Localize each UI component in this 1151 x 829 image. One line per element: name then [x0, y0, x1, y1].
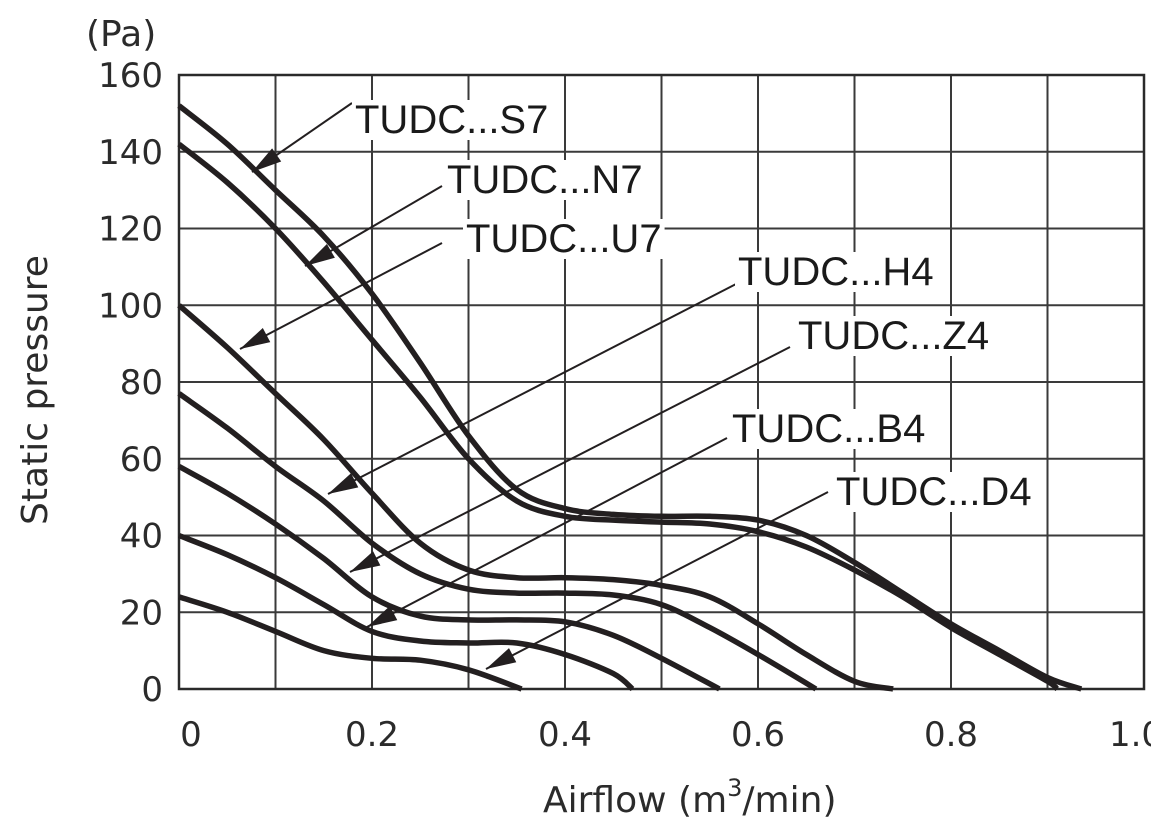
x-tick-label: 0.8	[924, 715, 978, 755]
curve-tudc-h4	[177, 391, 818, 692]
y-tick-label: 120	[98, 210, 163, 250]
leader-arrowhead	[240, 328, 271, 349]
series-label-background	[729, 409, 929, 449]
x-axis-label-end: /min)	[742, 780, 836, 821]
curve-tudc-u7	[177, 303, 894, 692]
y-tick-label: 20	[120, 593, 163, 633]
curve-tudc-s7	[177, 103, 1083, 692]
series-label-background	[735, 252, 937, 292]
leader-arrowhead	[367, 606, 398, 627]
leader-line	[327, 282, 739, 495]
curve-tudc-n7	[177, 141, 1060, 692]
series-label-background	[444, 160, 646, 200]
series-label-tudc-s7: TUDC...S7	[355, 98, 548, 142]
curves	[177, 103, 1083, 692]
x-axis-label-main: Airflow (m	[543, 780, 727, 821]
x-tick-label: 1.0	[1109, 715, 1151, 755]
grid	[177, 73, 1146, 691]
y-tick-label: 140	[98, 133, 163, 173]
y-tick-label: 40	[120, 517, 163, 557]
x-axis-label-sup: 3	[727, 774, 742, 802]
series-label-tudc-d4: TUDC...D4	[836, 470, 1032, 514]
y-tick-label: 80	[120, 363, 163, 403]
y-tick-label: 0	[141, 670, 163, 710]
curve-tudc-z4	[177, 464, 721, 692]
series-labels: TUDC...S7 TUDC...N7 TUDC...U7 TUDC...H4 TUDC…	[239, 98, 1035, 670]
leader-arrowhead	[305, 244, 335, 266]
series-label-background	[352, 100, 552, 140]
leader-arrowhead	[252, 148, 282, 172]
series-label-background	[833, 472, 1035, 512]
y-tick-label: 160	[98, 56, 163, 96]
x-tick-label: 0	[180, 715, 202, 755]
x-tick-label: 0.2	[345, 715, 399, 755]
unit-label: (Pa)	[86, 14, 156, 55]
leader-arrowhead	[328, 473, 359, 494]
x-tick-label: 0.4	[538, 715, 592, 755]
series-label-tudc-n7: TUDC...N7	[447, 158, 643, 202]
plot-frame	[177, 73, 1146, 691]
leader-line	[239, 242, 443, 350]
leader-line	[485, 491, 829, 670]
y-tick-label: 100	[98, 286, 163, 326]
leader-line	[366, 437, 728, 628]
series-label-background	[463, 219, 665, 259]
series-label-tudc-z4: TUDC...Z4	[798, 314, 989, 358]
curve-tudc-d4	[178, 594, 523, 692]
curve-tudc-b4	[177, 532, 635, 692]
y-axis-label: Static pressure	[15, 255, 56, 525]
leader-line	[349, 346, 791, 573]
series-label-tudc-h4: TUDC...H4	[738, 250, 934, 294]
x-tick-label: 0.6	[731, 715, 785, 755]
leader-arrowhead	[350, 551, 381, 572]
y-tick-label: 60	[120, 440, 163, 480]
tick-labels: 0 0.2 0.4 0.6 0.8 1.0 0 20 40 60 80 100 120 140 160	[98, 56, 1151, 755]
leader-arrowhead	[486, 648, 517, 669]
series-label-tudc-b4: TUDC...B4	[732, 407, 925, 451]
x-axis-label: Airflow (m3/min)	[543, 774, 836, 821]
series-label-tudc-u7: TUDC...U7	[466, 217, 662, 261]
series-label-background	[795, 316, 993, 356]
